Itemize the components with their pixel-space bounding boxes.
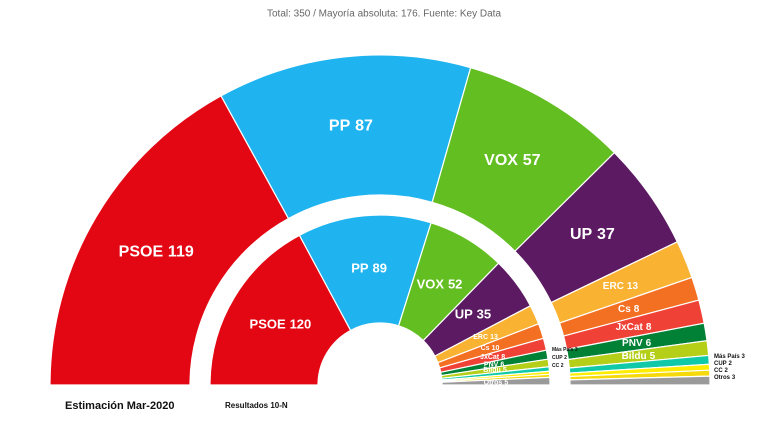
segment-label: PP 89 (351, 261, 387, 276)
segment-label: Otros 3 (714, 375, 736, 381)
segment-label: CUP 2 (714, 361, 732, 367)
segment-label: PSOE 119 (119, 244, 194, 261)
segment-label: PP 87 (329, 118, 373, 135)
segment-name: VOX (484, 152, 518, 169)
segment-label: CUP 2 (552, 355, 567, 361)
segment-name: CC (552, 363, 560, 369)
segment-label: UP 35 (455, 307, 491, 322)
seat-segment (441, 376, 551, 386)
segment-name: PP (329, 118, 351, 135)
segment-value: 37 (597, 226, 615, 243)
segment-value: 2 (564, 355, 567, 361)
segment-value: 3 (741, 354, 745, 360)
segment-value: 5 (504, 379, 508, 386)
segment-value: 57 (523, 152, 541, 169)
segment-value: 3 (732, 375, 736, 381)
segment-value: 2 (561, 363, 564, 369)
segment-name: Cs (481, 345, 490, 352)
segment-label: JxCat 8 (616, 322, 652, 333)
segment-name: PSOE (119, 244, 164, 261)
segment-name: UP (570, 226, 593, 243)
segment-value: 5 (503, 367, 507, 374)
segment-value: 8 (634, 304, 640, 315)
segment-name: PSOE (250, 317, 286, 332)
segment-name: Cs (618, 304, 631, 315)
segment-label: Más País 3 (552, 347, 578, 353)
segment-name: VOX (417, 277, 445, 292)
segment-value: 6 (646, 338, 652, 349)
segment-label: JxCat 8 (480, 354, 505, 361)
segment-label: Más País 3 (714, 354, 745, 360)
seat-segment (220, 54, 472, 220)
seat-segment (569, 375, 711, 386)
segment-name: CUP (552, 355, 563, 361)
segment-name: PNV (484, 361, 499, 368)
ring-label: Estimación Mar-2020 (65, 400, 174, 412)
segment-label: ERC 13 (603, 281, 639, 292)
segment-label: Cs 10 (481, 345, 500, 352)
segment-name: Bildu (483, 367, 501, 374)
segment-value: 13 (627, 281, 639, 292)
segment-value: 2 (728, 361, 732, 367)
segment-name: JxCat (616, 322, 644, 333)
segment-name: Otros (714, 375, 731, 381)
segment-label: CC 2 (552, 363, 564, 369)
segment-name: PP (351, 261, 369, 276)
seat-segment (209, 234, 352, 386)
seat-segment (298, 214, 432, 332)
seat-segment (49, 95, 290, 386)
segment-value: 13 (490, 334, 498, 341)
segment-label: Otros 5 (484, 379, 509, 386)
segment-label: PNV 6 (484, 361, 505, 368)
segment-name: CC (714, 368, 723, 374)
segment-value: 2 (724, 368, 728, 374)
segment-name: PNV (622, 338, 643, 349)
ring-label: Resultados 10-N (225, 401, 288, 410)
segment-value: 87 (355, 118, 373, 135)
segment-label: VOX 52 (417, 277, 463, 292)
segment-label: UP 37 (570, 226, 615, 243)
segment-name: UP (455, 307, 473, 322)
segment-value: 120 (290, 317, 312, 332)
segment-name: Más País (552, 347, 574, 353)
segment-value: 35 (477, 307, 491, 322)
segment-name: ERC (473, 334, 488, 341)
segment-name: Más País (714, 354, 740, 360)
segment-name: Otros (484, 379, 503, 386)
segment-name: Bildu (622, 351, 647, 362)
segment-value: 8 (501, 354, 505, 361)
segment-value: 3 (575, 347, 578, 353)
segment-value: 10 (492, 345, 500, 352)
segment-label: Cs 8 (618, 304, 640, 315)
segment-value: 52 (448, 277, 462, 292)
segment-value: 6 (500, 361, 504, 368)
chart-subtitle: Total: 350 / Mayoría absoluta: 176. Fuen… (267, 9, 501, 20)
segment-name: JxCat (480, 354, 500, 361)
segment-label: VOX 57 (484, 152, 540, 169)
segment-name: CUP (714, 361, 727, 367)
segment-value: 119 (168, 244, 194, 261)
segment-label: ERC 13 (473, 334, 498, 341)
segment-name: ERC (603, 281, 624, 292)
segment-label: Bildu 5 (622, 351, 656, 362)
segment-label: CC 2 (714, 368, 728, 374)
segment-label: Bildu 5 (483, 367, 507, 374)
segment-value: 89 (372, 261, 386, 276)
segment-label: PNV 6 (622, 338, 652, 349)
segment-value: 5 (650, 351, 656, 362)
segment-label: PSOE 120 (250, 317, 312, 332)
segment-value: 8 (646, 322, 652, 333)
